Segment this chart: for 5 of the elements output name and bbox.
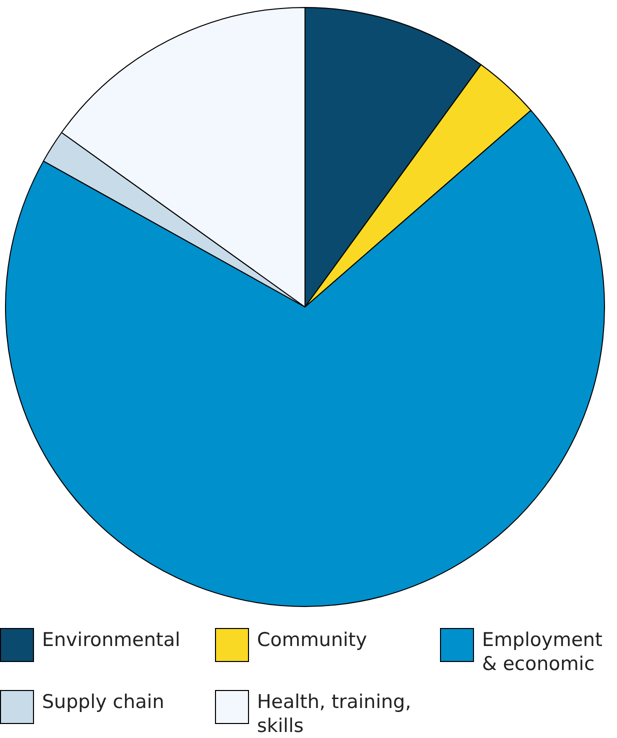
legend-label: Supply chain: [42, 690, 164, 714]
legend-label: Employment & economic: [482, 628, 604, 676]
legend-label: Environmental: [42, 628, 180, 652]
legend-label: Community: [257, 628, 367, 652]
legend-label: Health, training, skills: [257, 690, 412, 738]
